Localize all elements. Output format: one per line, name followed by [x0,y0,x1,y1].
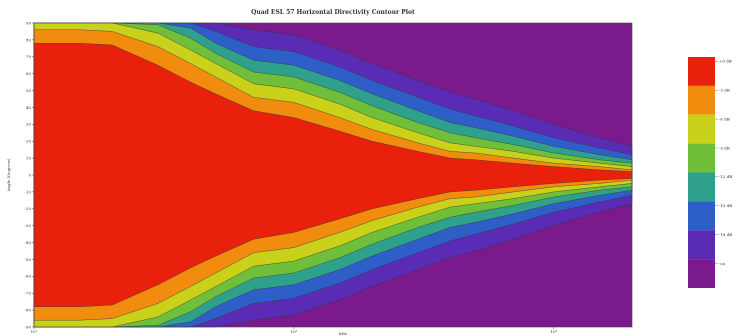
y-tick-label: 50 [26,88,32,93]
y-tick-label: -50 [25,257,32,262]
x-tick-label: 10⁴ [550,329,557,334]
y-tick-label: 0 [28,172,31,177]
legend-label: +0 dB [719,59,732,64]
legend-label: -9 dB [719,145,730,150]
y-tick-label: 80 [26,37,32,42]
legend-label: -18 dB [719,232,732,237]
legend-label: -12 dB [719,174,732,179]
x-axis-title: kHz [339,331,347,336]
legend-label: -15 dB [719,203,732,208]
chart-title: Quad ESL 57 Horizontal Directivity Conto… [251,9,415,16]
y-tick-label: 40 [26,105,32,110]
y-tick-label: 70 [26,54,32,59]
legend-swatch [688,172,715,202]
legend-label: -6 dB [719,116,730,121]
legend-swatch [688,230,715,260]
y-tick-label: 30 [26,122,32,127]
y-tick-label: -30 [25,223,32,228]
legend-swatch [688,143,715,173]
legend-swatch [688,259,715,288]
y-tick-label: 10 [26,156,32,161]
legend-label: -3 dB [719,88,730,93]
legend-swatch [688,85,715,115]
y-tick-label: -20 [25,206,32,211]
legend-swatch [688,114,715,144]
legend-swatch [688,201,715,231]
y-tick-label: -10 [25,189,32,194]
y-tick-label: 90 [26,20,32,25]
color-legend: +0 dB -3 dB -6 dB -9 dB -12 dB -15 dB -18 dB -o… [688,57,732,288]
y-tick-label: -70 [25,291,32,296]
legend-label: -oo [719,261,726,266]
y-tick-label: 20 [26,139,32,144]
contour-plot-area: 90 80 70 60 50 40 30 20 10 0 -10 -20 -30 -40 -50 -60 -70… [25,20,633,334]
y-tick-label: -80 [25,308,32,313]
y-axis-title: Angle (Degrees) [6,158,11,192]
legend-swatch [688,57,715,86]
y-tick-label: -60 [25,274,32,279]
y-tick-label: -90 [25,324,32,329]
y-tick-label: -40 [25,240,32,245]
y-tick-label: 60 [26,71,32,76]
x-tick-label: 10³ [291,329,298,334]
x-tick-label: 10² [31,329,38,334]
